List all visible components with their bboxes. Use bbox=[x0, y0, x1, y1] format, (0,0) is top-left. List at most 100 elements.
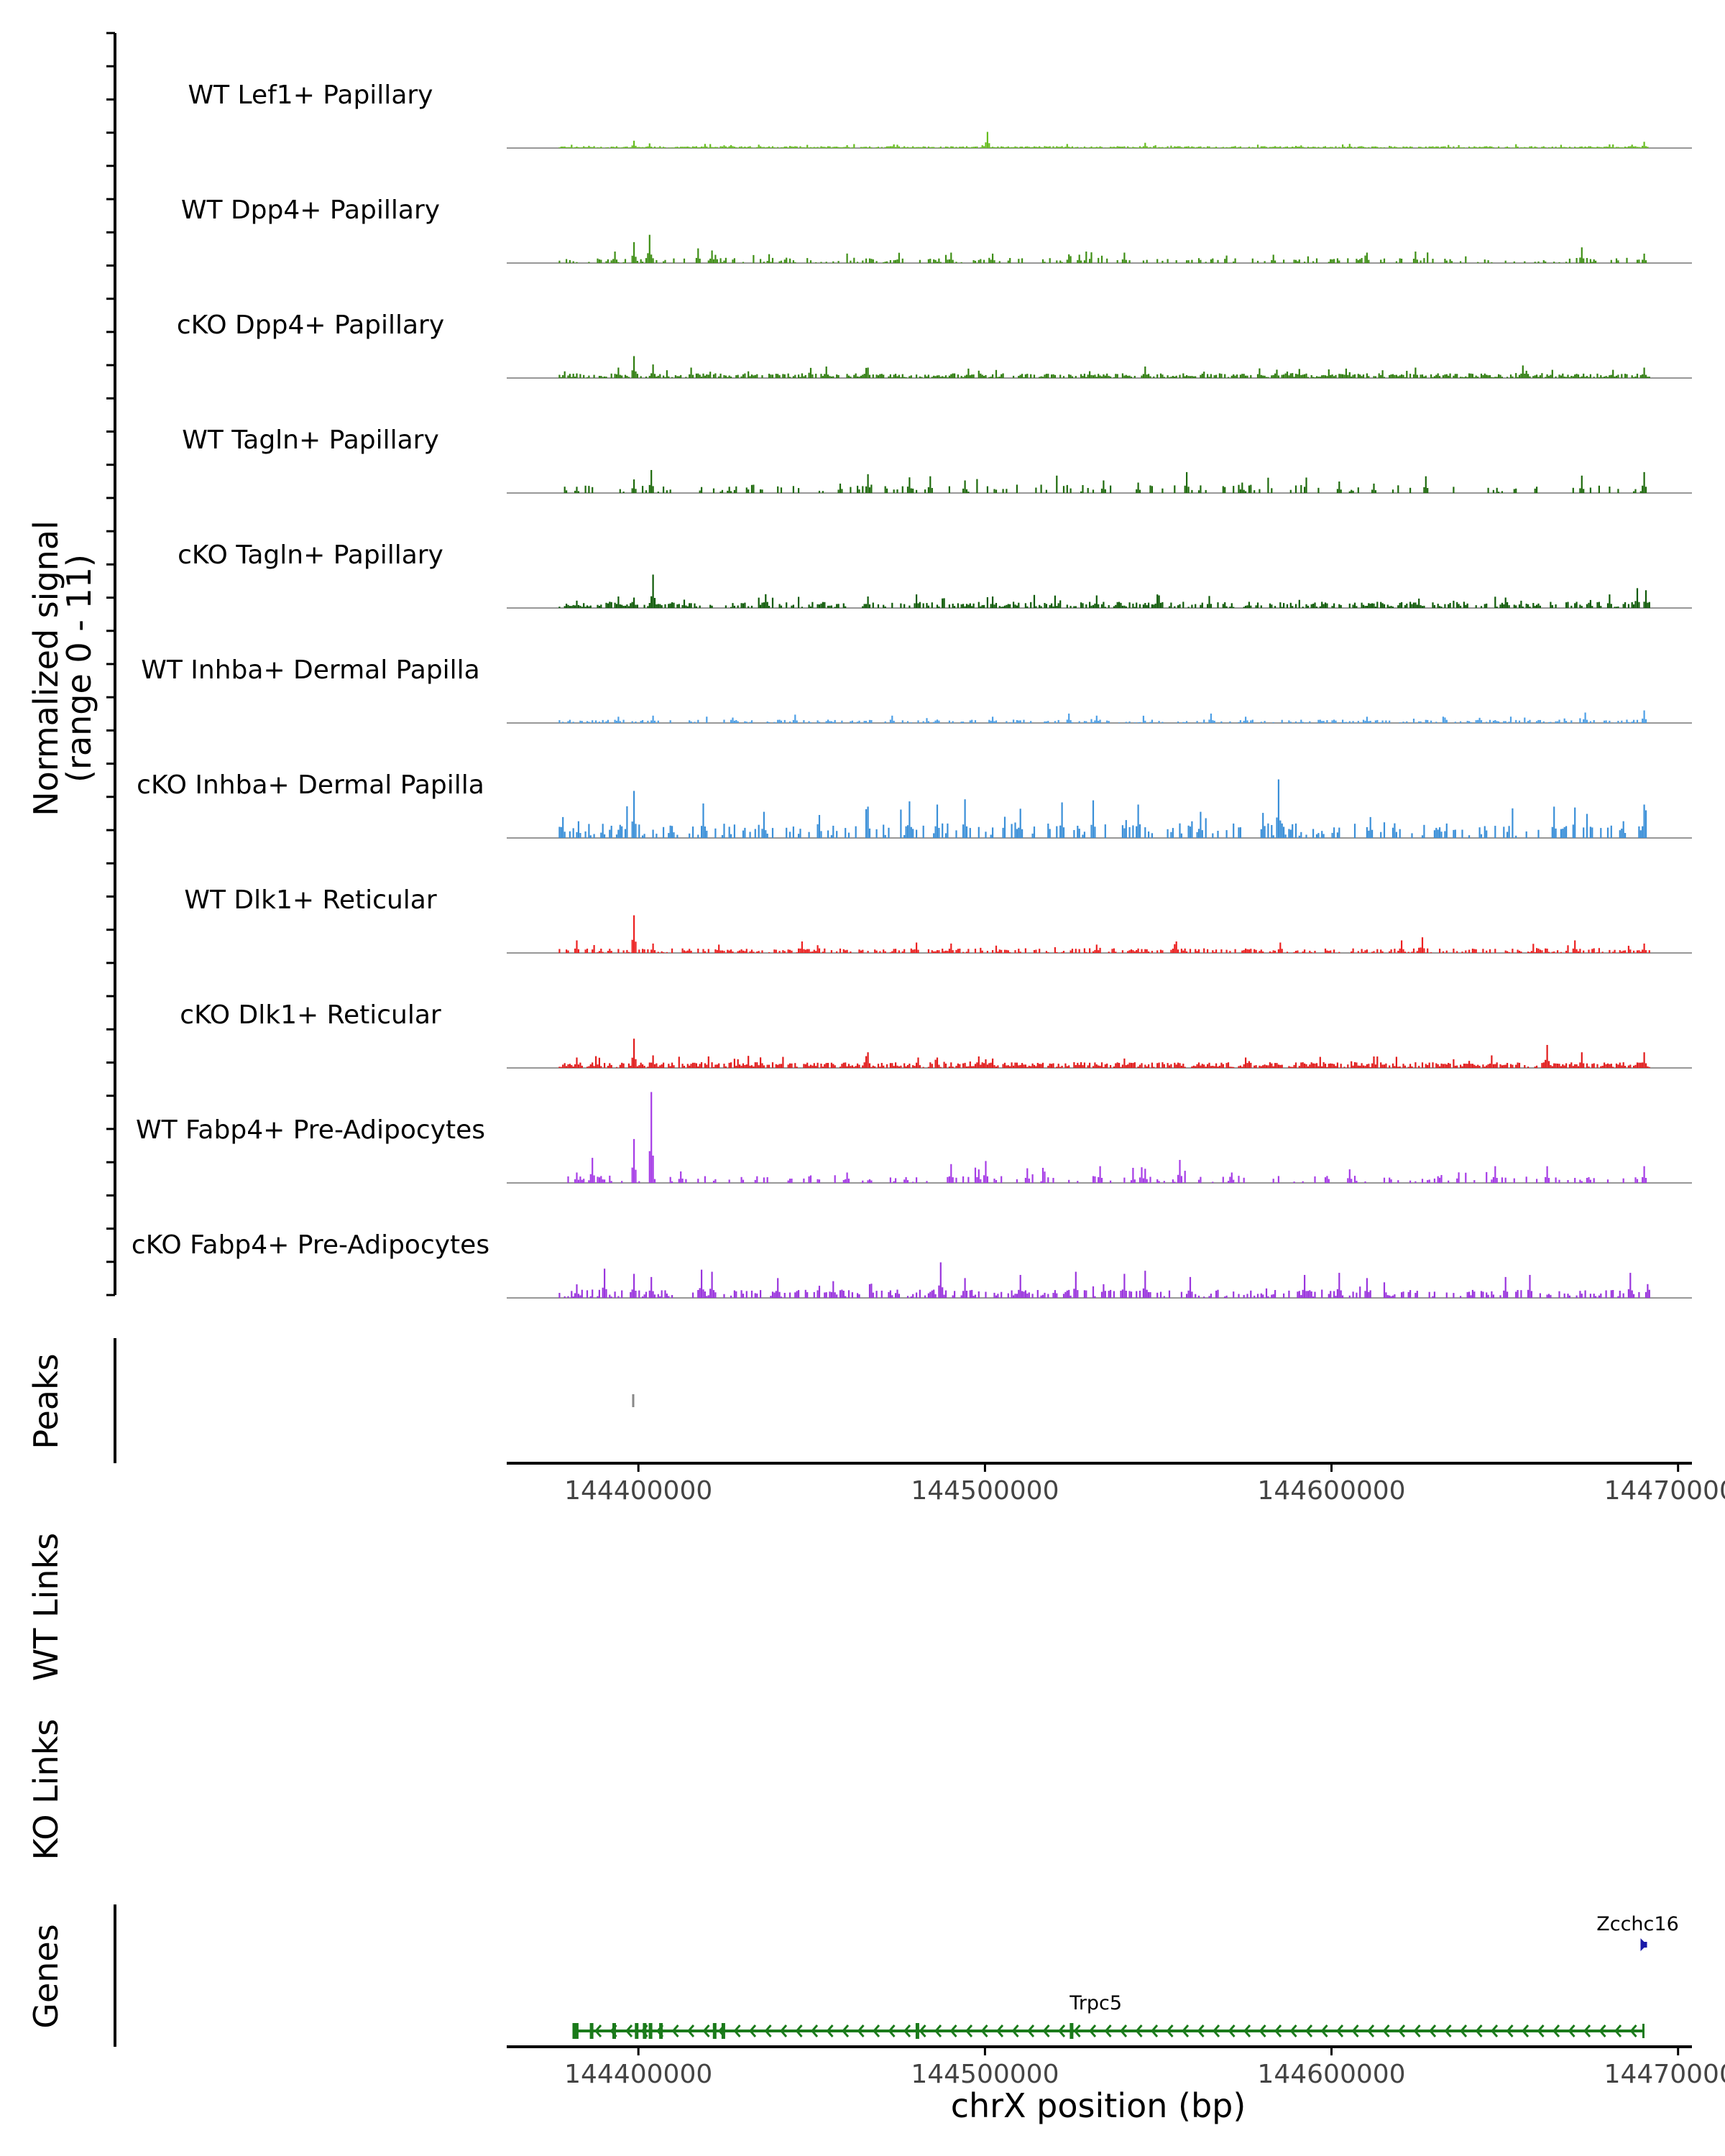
signal-bar bbox=[1636, 1062, 1639, 1068]
signal-bar bbox=[1298, 146, 1300, 148]
signal-bar bbox=[967, 147, 970, 148]
signal-bar bbox=[1098, 1065, 1100, 1068]
signal-bar bbox=[1357, 721, 1359, 723]
signal-bar bbox=[1180, 949, 1182, 953]
signal-bar bbox=[1520, 147, 1522, 148]
signal-bar bbox=[1262, 951, 1264, 953]
signal-bar bbox=[898, 374, 900, 378]
signal-bar bbox=[1453, 1293, 1455, 1298]
signal-bar bbox=[857, 376, 859, 378]
signal-bar bbox=[1293, 377, 1295, 378]
signal-bar bbox=[1078, 1064, 1080, 1068]
signal-bar bbox=[1534, 146, 1536, 148]
signal-bar bbox=[581, 1065, 583, 1068]
signal-bar bbox=[1348, 372, 1351, 378]
signal-bar bbox=[1177, 949, 1179, 953]
signal-bar bbox=[972, 1066, 975, 1068]
signal-bar bbox=[1465, 376, 1467, 378]
signal-bar bbox=[1445, 260, 1448, 263]
signal-bar bbox=[1085, 147, 1087, 148]
signal-bar bbox=[850, 1066, 852, 1068]
signal-bar bbox=[1465, 1172, 1467, 1183]
signal-bar bbox=[1591, 1064, 1593, 1068]
signal-bar bbox=[567, 1064, 569, 1068]
signal-bar bbox=[1083, 948, 1085, 953]
signal-bar bbox=[809, 1064, 812, 1068]
signal-bar bbox=[974, 1064, 977, 1068]
signal-bar bbox=[1092, 1176, 1095, 1183]
signal-bar bbox=[1598, 1295, 1600, 1298]
signal-bar bbox=[652, 1156, 654, 1183]
signal-bar bbox=[1233, 823, 1235, 838]
signal-bar bbox=[829, 376, 831, 378]
signal-bar bbox=[845, 1179, 847, 1183]
signal-bar bbox=[1049, 829, 1051, 838]
signal-bar bbox=[1374, 720, 1376, 723]
signal-bar bbox=[1389, 1177, 1391, 1183]
strand-arrow bbox=[1289, 2024, 1297, 2037]
signal-bar bbox=[1551, 605, 1553, 608]
signal-bar bbox=[1052, 1178, 1054, 1183]
signal-bar bbox=[971, 374, 973, 378]
signal-bar bbox=[952, 1177, 954, 1183]
signal-bar bbox=[842, 1179, 845, 1183]
signal-bar bbox=[927, 721, 929, 723]
signal-bar bbox=[1073, 1289, 1075, 1298]
signal-bar bbox=[1128, 721, 1131, 723]
signal-bar bbox=[938, 950, 940, 953]
signal-bar bbox=[912, 1065, 914, 1068]
signal-bar bbox=[1428, 1291, 1430, 1298]
signal-bar bbox=[1427, 948, 1429, 953]
signal-bar bbox=[1113, 948, 1115, 953]
signal-bar bbox=[1352, 374, 1354, 378]
signal-bar bbox=[841, 720, 843, 723]
signal-bar bbox=[944, 950, 947, 953]
signal-bar bbox=[647, 949, 649, 953]
signal-bar bbox=[1116, 146, 1118, 148]
signal-bar bbox=[1094, 147, 1096, 148]
signal-bar bbox=[1425, 719, 1427, 723]
signal-bar bbox=[1208, 596, 1210, 608]
signal-bar bbox=[1324, 146, 1327, 148]
signal-bar bbox=[1627, 1289, 1629, 1298]
signal-bar bbox=[837, 604, 840, 608]
signal-bar bbox=[1077, 1062, 1079, 1068]
signal-bar bbox=[1142, 952, 1144, 953]
signal-bar bbox=[1335, 1296, 1337, 1298]
signal-bar bbox=[706, 1064, 708, 1068]
signal-bar bbox=[1322, 374, 1325, 378]
signal-bar bbox=[1115, 604, 1117, 608]
signal-bar bbox=[701, 1062, 703, 1068]
signal-bar bbox=[1609, 487, 1611, 493]
signal-bar bbox=[1589, 599, 1591, 608]
signal-bar bbox=[558, 1067, 561, 1068]
signal-bar bbox=[1256, 260, 1259, 263]
track-6: cKO Inhba+ Dermal Papilla bbox=[137, 770, 1692, 839]
signal-bar bbox=[921, 377, 923, 378]
signal-bar bbox=[884, 951, 886, 953]
signal-bar bbox=[1411, 604, 1413, 608]
signal-bar bbox=[732, 259, 734, 263]
strand-arrow bbox=[1475, 2024, 1483, 2037]
signal-bar bbox=[673, 1065, 675, 1068]
signal-bar bbox=[763, 147, 765, 148]
signal-bar bbox=[1389, 1295, 1391, 1298]
signal-bar bbox=[607, 147, 609, 148]
signal-bar bbox=[607, 951, 609, 953]
signal-bar bbox=[1246, 720, 1248, 723]
signal-bar bbox=[879, 374, 881, 378]
strand-arrow bbox=[733, 2024, 741, 2037]
signal-bar bbox=[1397, 1180, 1399, 1183]
signal-bar bbox=[589, 147, 592, 148]
signal-bar bbox=[1492, 377, 1494, 378]
signal-bar bbox=[1397, 485, 1399, 493]
signal-bar bbox=[1643, 142, 1645, 148]
signal-bar bbox=[761, 829, 763, 838]
strand-arrow bbox=[1629, 2024, 1637, 2037]
signal-bar bbox=[1454, 722, 1456, 723]
signal-bar bbox=[798, 596, 800, 608]
signal-bar bbox=[1057, 719, 1059, 723]
signal-bar bbox=[1558, 719, 1560, 723]
signal-bar bbox=[1170, 145, 1172, 148]
signal-bar bbox=[1547, 952, 1550, 953]
